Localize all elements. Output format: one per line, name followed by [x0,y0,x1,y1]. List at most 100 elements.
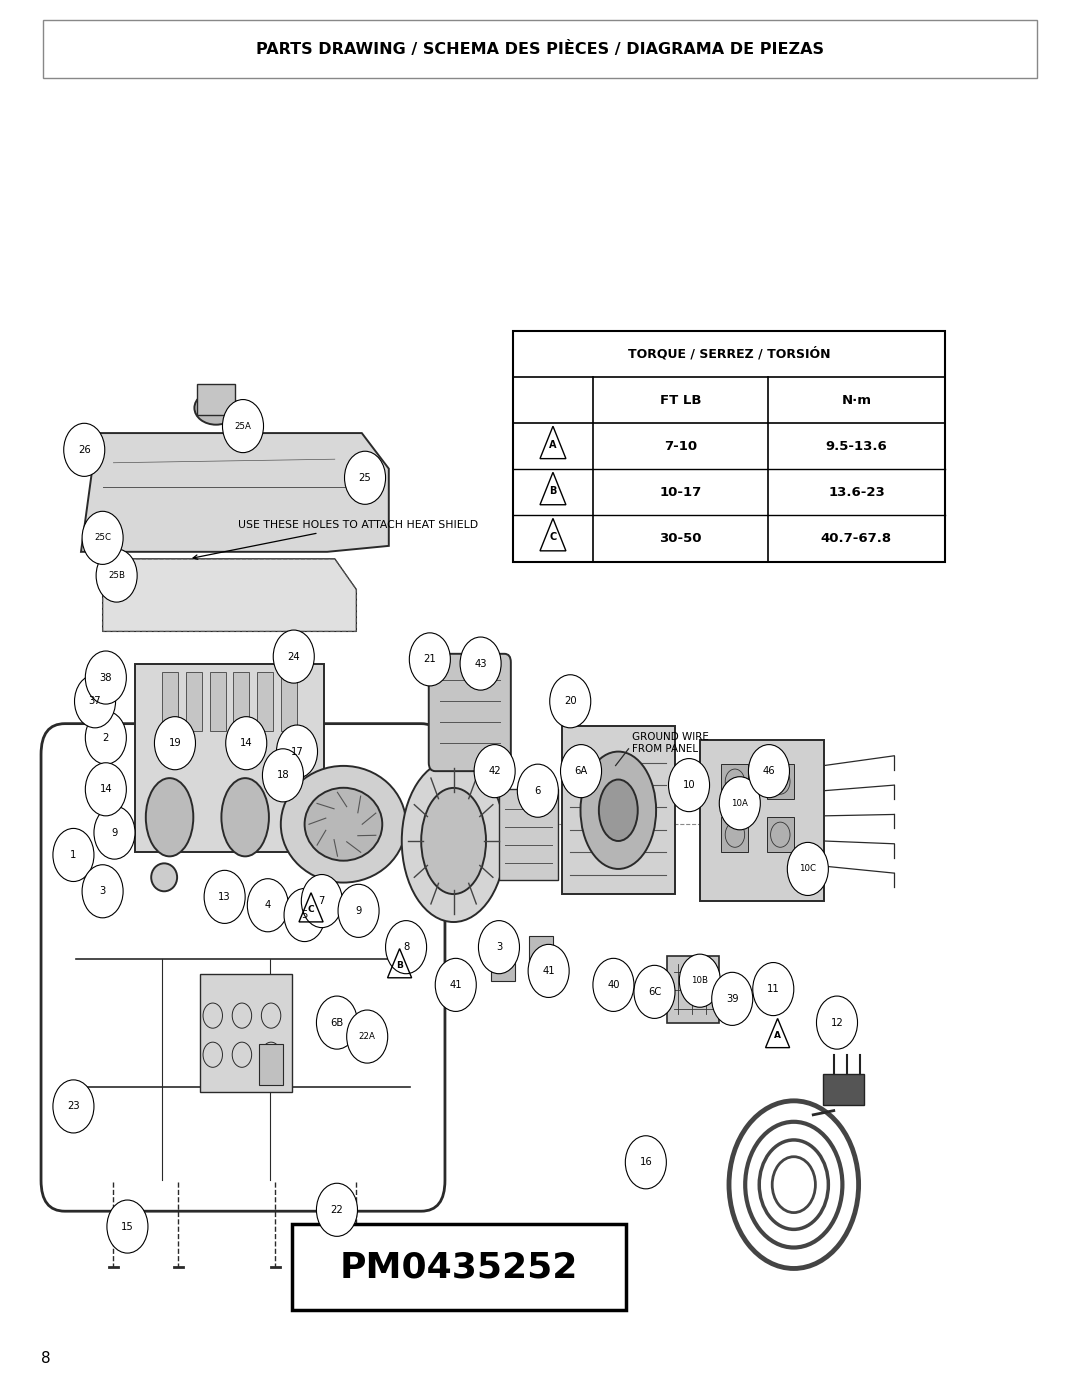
Circle shape [316,996,357,1049]
Circle shape [386,921,427,974]
Text: 40: 40 [607,979,620,990]
Text: 10-17: 10-17 [659,486,702,499]
Circle shape [301,875,342,928]
Bar [281,672,297,731]
Text: 30-50: 30-50 [659,532,702,545]
Circle shape [816,996,858,1049]
Text: 9.5-13.6: 9.5-13.6 [825,440,888,453]
Circle shape [719,777,760,830]
Circle shape [273,630,314,683]
Ellipse shape [146,778,193,856]
Text: B: B [550,486,556,496]
Bar [513,331,945,562]
Text: 8: 8 [403,942,409,953]
Text: 6B: 6B [330,1017,343,1028]
Text: 4: 4 [265,900,271,911]
Circle shape [85,711,126,764]
Text: 25C: 25C [94,534,111,542]
Circle shape [787,842,828,895]
Text: 15: 15 [121,1221,134,1232]
Text: 18: 18 [276,770,289,781]
Text: 13.6-23: 13.6-23 [828,486,885,499]
Bar [562,726,675,894]
Circle shape [75,675,116,728]
Bar [767,817,794,852]
Text: 6C: 6C [648,986,661,997]
Ellipse shape [598,780,637,841]
Text: 13: 13 [218,891,231,902]
Text: 7: 7 [319,895,325,907]
Circle shape [204,870,245,923]
Text: 14: 14 [99,784,112,795]
Text: PARTS DRAWING / SCHEMA DES PIÈCES / DIAGRAMA DE PIEZAS: PARTS DRAWING / SCHEMA DES PIÈCES / DIAG… [256,41,824,57]
Bar [529,936,553,970]
Circle shape [154,717,195,770]
Circle shape [284,888,325,942]
Circle shape [247,879,288,932]
Text: 7-10: 7-10 [664,440,697,453]
Text: 22: 22 [330,1204,343,1215]
Circle shape [107,1200,148,1253]
Text: PM0435252: PM0435252 [340,1250,578,1284]
Text: C: C [550,532,556,542]
Circle shape [561,745,602,798]
Polygon shape [103,559,356,631]
Text: 25A: 25A [234,422,252,430]
Text: 19: 19 [168,738,181,749]
Bar [135,664,324,852]
Text: 6: 6 [535,785,541,796]
Bar [259,1044,283,1085]
Text: 25: 25 [359,472,372,483]
Ellipse shape [305,788,382,861]
Bar [432,661,508,766]
Text: 39: 39 [726,993,739,1004]
Text: 25B: 25B [108,571,125,580]
Bar [197,384,235,415]
Bar [667,956,719,1023]
Bar [700,740,824,901]
Text: 20: 20 [564,696,577,707]
Circle shape [85,651,126,704]
Circle shape [347,1010,388,1063]
Circle shape [712,972,753,1025]
Circle shape [593,958,634,1011]
Text: 9: 9 [111,827,118,838]
Circle shape [409,633,450,686]
Text: N·m: N·m [841,394,872,407]
Text: 2: 2 [103,732,109,743]
Text: 41: 41 [449,979,462,990]
Bar [43,20,1037,78]
Ellipse shape [151,863,177,891]
Bar [186,672,202,731]
Text: 23: 23 [67,1101,80,1112]
Bar [767,764,794,799]
Text: 10A: 10A [731,799,748,807]
Bar [162,672,178,731]
Text: A: A [550,440,556,450]
Text: USE THESE HOLES TO ATTACH HEAT SHIELD: USE THESE HOLES TO ATTACH HEAT SHIELD [193,520,477,559]
Text: TORQUE / SERREZ / TORSIÓN: TORQUE / SERREZ / TORSIÓN [627,348,831,360]
Circle shape [435,958,476,1011]
Text: A: A [774,1031,781,1039]
Circle shape [276,725,318,778]
Bar [491,947,515,981]
Text: 5: 5 [301,909,308,921]
Ellipse shape [281,766,406,883]
Circle shape [550,675,591,728]
Circle shape [345,451,386,504]
Bar [210,672,226,731]
Text: 17: 17 [291,746,303,757]
Text: 40.7-67.8: 40.7-67.8 [821,532,892,545]
Bar [499,789,558,880]
Text: 9: 9 [355,905,362,916]
Bar [200,974,292,1092]
Circle shape [748,745,789,798]
Text: 46: 46 [762,766,775,777]
Text: GROUND WIRE
FROM PANEL: GROUND WIRE FROM PANEL [632,732,708,754]
Text: C: C [308,905,314,914]
Ellipse shape [402,760,505,922]
Bar [721,817,748,852]
Text: 14: 14 [240,738,253,749]
Circle shape [669,759,710,812]
Bar [721,764,748,799]
